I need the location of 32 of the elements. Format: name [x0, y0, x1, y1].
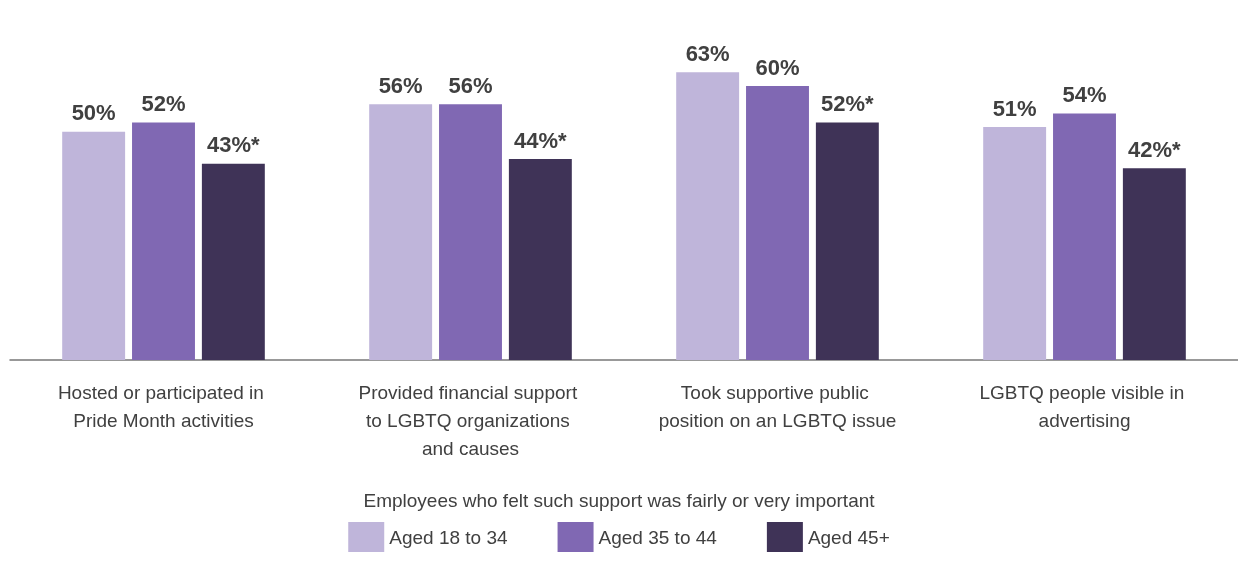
data-label: 63%: [685, 40, 730, 66]
x-tick-label: LGBTQ people visible in advertising: [979, 381, 1190, 431]
bar: [62, 131, 126, 360]
bar: [508, 159, 572, 360]
bar: [201, 163, 265, 360]
data-label: 52%: [141, 91, 186, 117]
data-label: 56%: [448, 72, 493, 98]
x-tick-label: Provided financial support to LGBTQ organizations and causes: [358, 381, 583, 459]
legend-label: Aged 45+: [807, 526, 890, 548]
legend-title: Employees who felt such support was fairly or very important: [363, 490, 876, 511]
data-label: 44%*: [514, 127, 568, 153]
bar: [132, 122, 195, 360]
data-label: 43%*: [207, 132, 261, 158]
bar: [983, 127, 1047, 360]
data-label: 56%: [378, 72, 423, 98]
data-label: 50%: [71, 100, 116, 126]
legend-label: Aged 18 to 34: [389, 526, 508, 548]
data-label: 51%: [992, 95, 1037, 121]
data-label: 54%: [1062, 81, 1107, 107]
data-label: 60%: [755, 54, 800, 80]
legend-label: Aged 35 to 44: [598, 526, 718, 548]
data-label: 52%*: [821, 91, 875, 117]
bar: [676, 72, 740, 360]
bar: [746, 86, 809, 360]
bar: [369, 104, 433, 360]
bar: [1053, 113, 1116, 360]
bar: [815, 122, 879, 360]
x-tick-label: Took supportive public position on an LGBTQ issue: [658, 381, 897, 431]
data-label: 42%*: [1128, 136, 1182, 162]
x-tick-label: Hosted or participated in Pride Month activities: [57, 381, 270, 431]
bar: [1122, 168, 1186, 360]
bar: [439, 104, 502, 360]
